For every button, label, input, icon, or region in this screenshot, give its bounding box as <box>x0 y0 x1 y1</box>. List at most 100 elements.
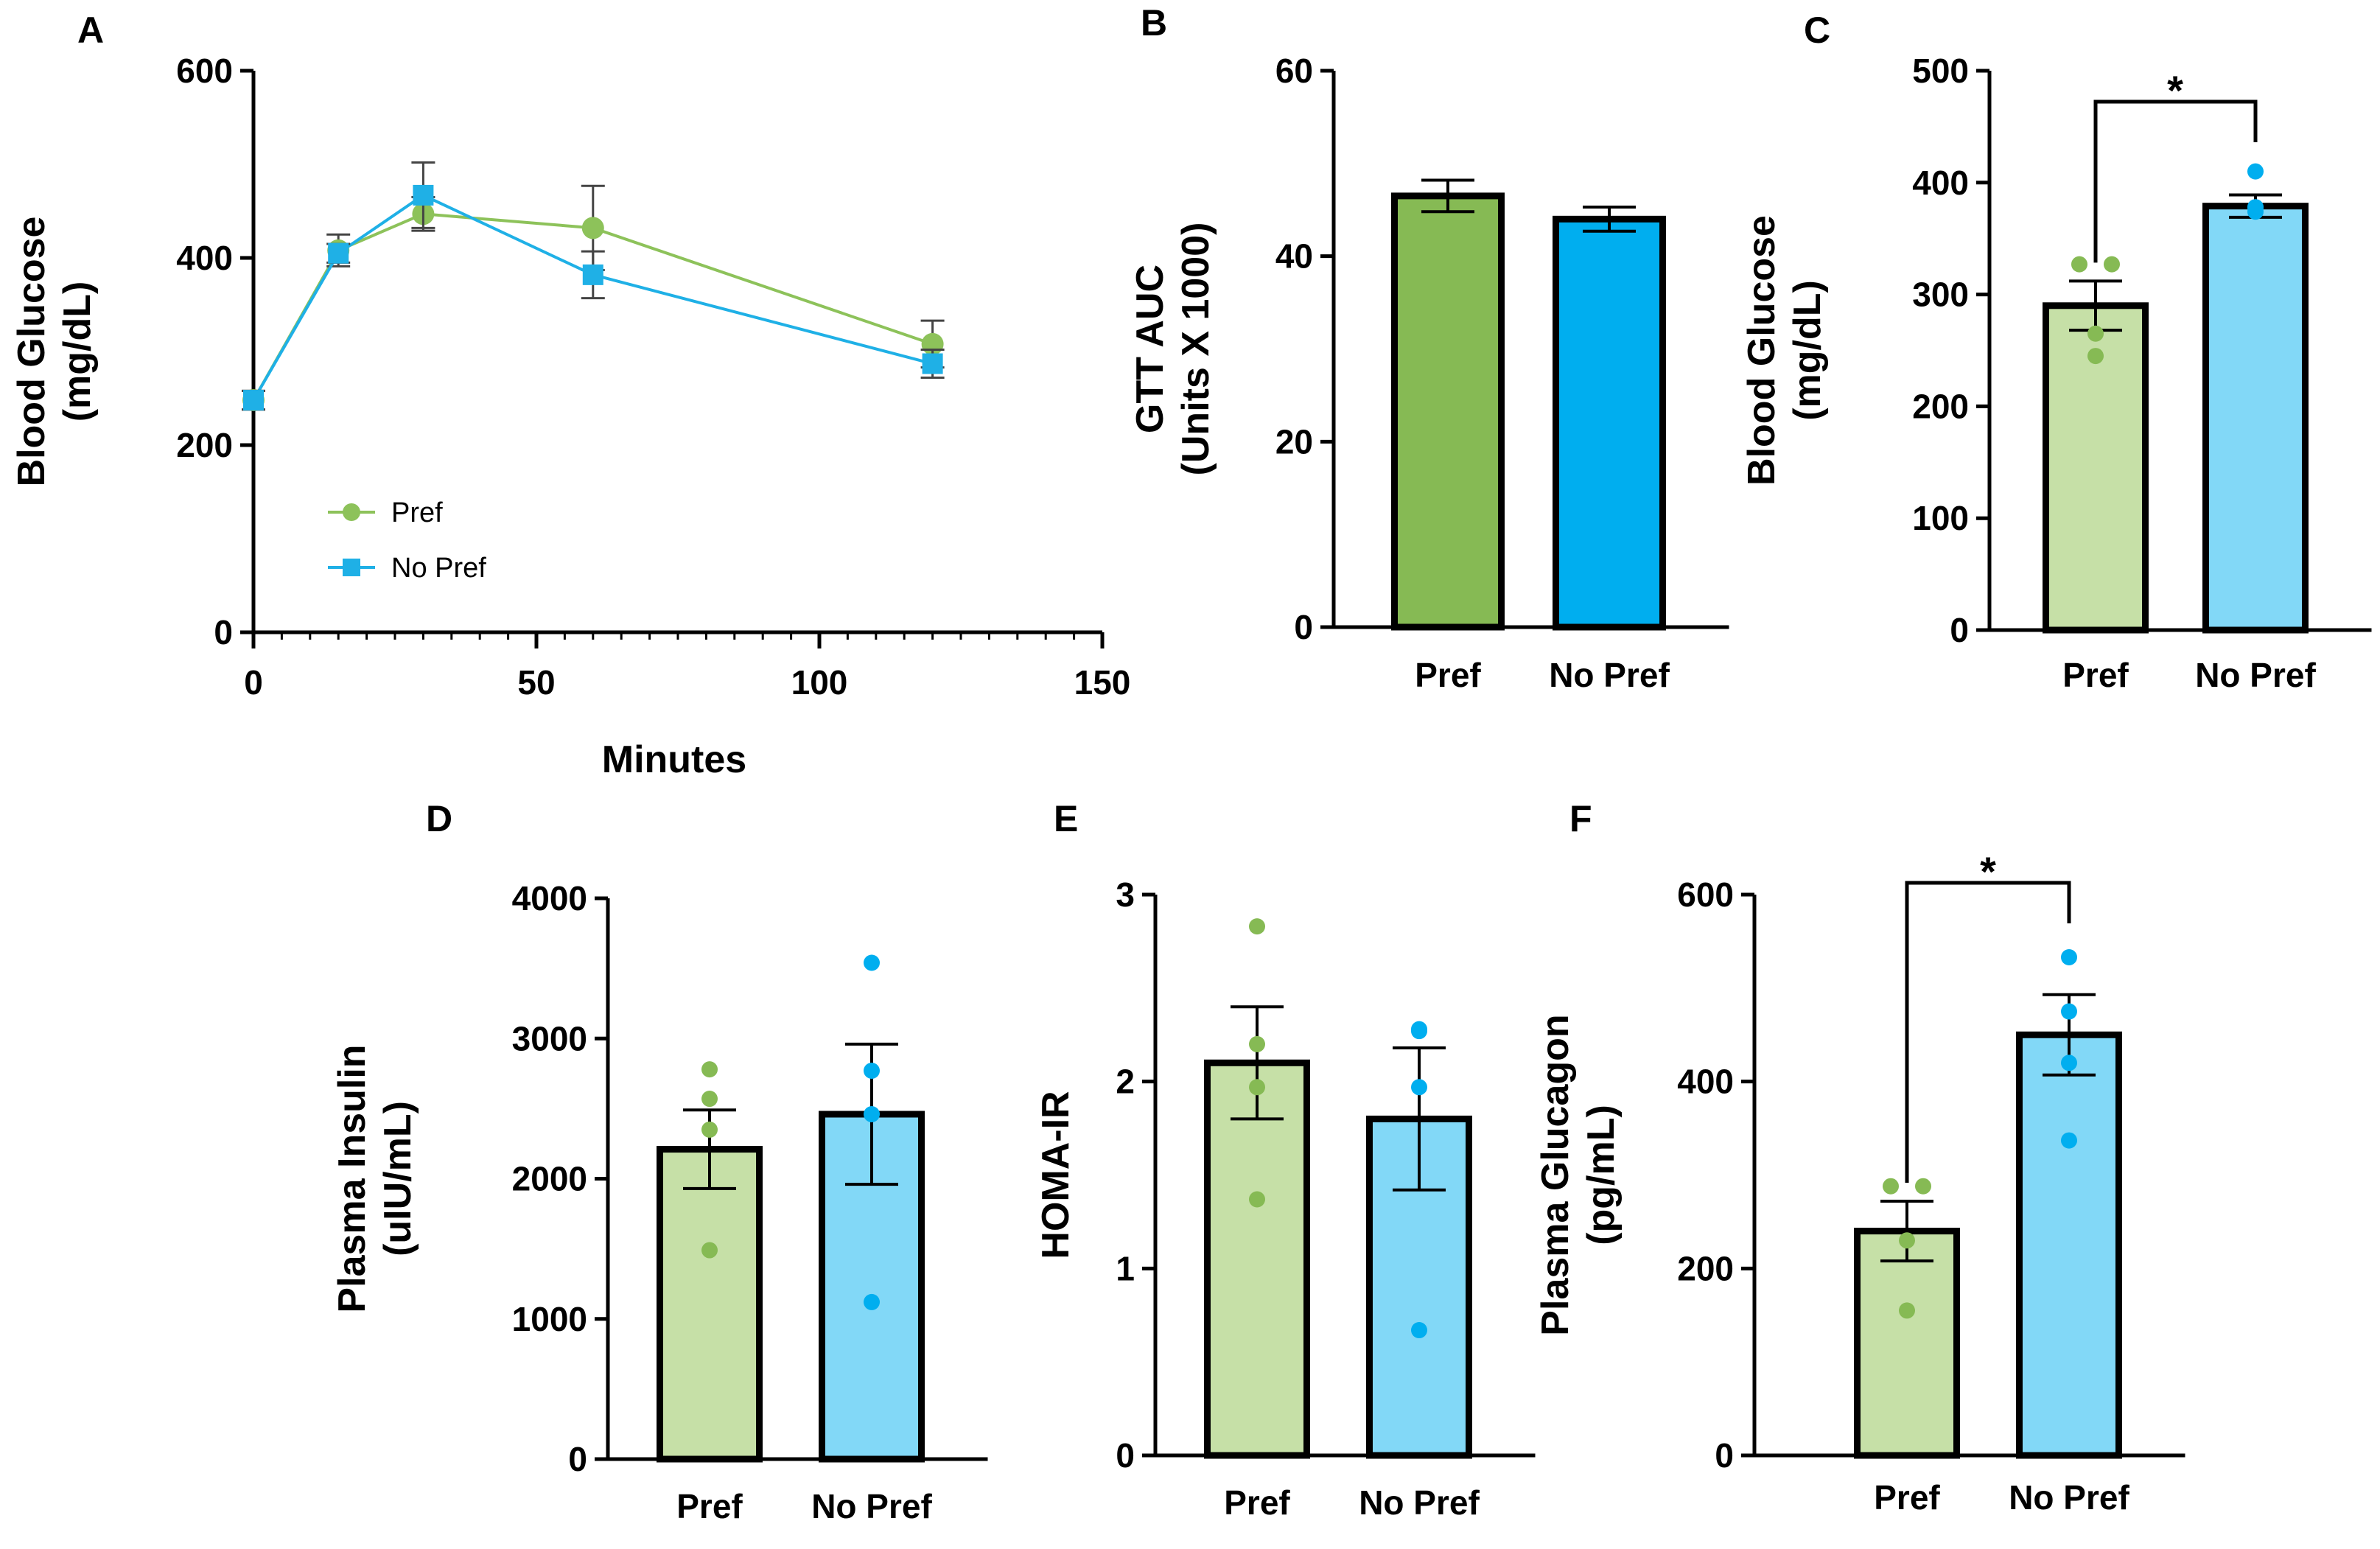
legend-marker <box>343 503 360 521</box>
legend-marker <box>343 559 360 576</box>
y-axis-unit: (Units X 1000) <box>1175 223 1217 476</box>
y-tick-label: 200 <box>1912 387 1969 425</box>
series-no-pref <box>242 161 945 411</box>
data-point <box>2061 1055 2077 1071</box>
bar-group-no-pref <box>1553 205 1666 631</box>
y-axis-title: Blood Glucose (mg/dL) <box>1740 215 1829 486</box>
data-point <box>1249 1035 1265 1052</box>
y-tick-label: 40 <box>1275 237 1313 276</box>
data-point <box>1899 1302 1915 1319</box>
data-point <box>2087 325 2104 342</box>
bar <box>1204 1059 1310 1459</box>
x-tick-label: 150 <box>1074 663 1131 702</box>
bar <box>657 1146 763 1463</box>
y-tick-label: 0 <box>1294 608 1313 646</box>
bar-group-pref <box>1854 1178 1960 1459</box>
y-tick-label: 400 <box>1677 1063 1734 1101</box>
bar-group-pref <box>657 1061 763 1463</box>
panel-c: C 0 100 200 300 400 500 Blood Glucose (mg/dL) Pre… <box>1740 10 2372 694</box>
data-point <box>328 242 349 264</box>
data-point <box>701 1061 718 1078</box>
bar-group-pref <box>1391 178 1505 631</box>
panel-a: A 0 200 400 600 Blood Glucose (mg/dL) 0 50 100 150… <box>10 10 1130 781</box>
y-tick-label: 1000 <box>512 1300 587 1338</box>
y-axis-title: Plasma Glucagon (pg/mL) <box>1534 1014 1623 1335</box>
legend-label: Pref <box>391 497 443 528</box>
data-point <box>1249 918 1265 935</box>
y-axis-label: Blood Glucose <box>10 217 53 487</box>
data-point <box>1915 1178 1931 1195</box>
panel-f: F 0 200 400 600 Plasma Glucagon (pg/mL) Pref No … <box>1534 798 2185 1517</box>
y-axis-label: HOMA-IR <box>1035 1091 1077 1259</box>
y-axis-label: Plasma Insulin <box>331 1044 374 1312</box>
legend-item: Pref <box>328 497 443 528</box>
bar <box>1553 215 1666 631</box>
data-point <box>701 1091 718 1108</box>
y-tick-label: 600 <box>1677 875 1734 914</box>
y-tick-label: 20 <box>1275 422 1313 461</box>
data-point <box>922 353 943 374</box>
panel-letter: F <box>1569 798 1592 839</box>
y-tick-label: 300 <box>1912 276 1969 314</box>
bar-group-pref <box>2043 256 2149 634</box>
x-category-label: No Pref <box>1359 1483 1480 1522</box>
data-point <box>2247 203 2264 220</box>
y-tick-label: 200 <box>1677 1249 1734 1287</box>
data-point <box>2087 348 2104 365</box>
x-category-label: Pref <box>1874 1478 1940 1517</box>
x-category-label: Pref <box>2062 656 2129 694</box>
y-tick-label: 4000 <box>512 879 587 917</box>
x-category-label: Pref <box>676 1487 743 1525</box>
data-point <box>243 390 264 411</box>
data-point <box>581 217 604 239</box>
y-tick-label: 200 <box>176 426 233 464</box>
y-tick-label: 3 <box>1116 875 1135 914</box>
x-tick-label: 100 <box>791 663 848 702</box>
data-point <box>1899 1232 1915 1249</box>
y-tick-label: 0 <box>1116 1436 1135 1475</box>
bar <box>2202 203 2309 634</box>
data-point <box>1249 1079 1265 1096</box>
y-tick-label: 0 <box>568 1440 587 1478</box>
y-axis-label: Plasma Glucagon <box>1534 1014 1577 1335</box>
data-point <box>864 1063 880 1080</box>
y-tick-label: 1 <box>1116 1249 1135 1287</box>
y-axis-label: Blood Glucose <box>1740 215 1783 486</box>
bar <box>2016 1031 2122 1459</box>
y-tick-label: 2 <box>1116 1063 1135 1101</box>
data-point <box>582 264 603 285</box>
data-point <box>413 184 434 206</box>
bar-group-no-pref <box>819 954 925 1463</box>
significance-bracket: * <box>2093 67 2258 263</box>
data-point <box>1883 1178 1899 1195</box>
x-tick-label: 0 <box>244 663 263 702</box>
x-category-label: No Pref <box>2195 656 2316 694</box>
panel-letter: C <box>1804 10 1830 51</box>
x-tick-label: 50 <box>517 663 555 702</box>
bracket-line <box>1905 881 2071 1183</box>
x-category-label: No Pref <box>2009 1478 2129 1517</box>
panel-letter: B <box>1141 2 1167 43</box>
y-axis-unit: (mg/dL) <box>56 282 99 422</box>
y-tick-label: 0 <box>1950 611 1969 649</box>
significance-star: * <box>2167 67 2183 113</box>
y-tick-label: 100 <box>1912 499 1969 537</box>
y-axis-title: Blood Glucose (mg/dL) <box>10 217 99 487</box>
significance-star: * <box>1980 848 1996 895</box>
legend-label: No Pref <box>391 553 486 584</box>
y-axis-title: GTT AUC (Units X 1000) <box>1129 223 1217 476</box>
y-tick-label: 3000 <box>512 1019 587 1057</box>
data-point <box>2071 256 2087 273</box>
x-category-label: Pref <box>1415 656 1481 694</box>
y-axis-unit: (mg/dL) <box>1786 280 1829 421</box>
bar-group-no-pref <box>1366 1021 1472 1459</box>
data-point <box>701 1242 718 1259</box>
data-point <box>1249 1191 1265 1208</box>
y-tick-label: 0 <box>214 613 233 651</box>
legend-item: No Pref <box>328 553 486 584</box>
y-axis-title: HOMA-IR <box>1035 1091 1077 1259</box>
y-axis-title: Plasma Insulin (uIU/mL) <box>331 1044 419 1312</box>
bar-group-no-pref <box>2202 163 2309 634</box>
y-tick-label: 400 <box>176 239 233 277</box>
bracket-line <box>2093 99 2258 263</box>
